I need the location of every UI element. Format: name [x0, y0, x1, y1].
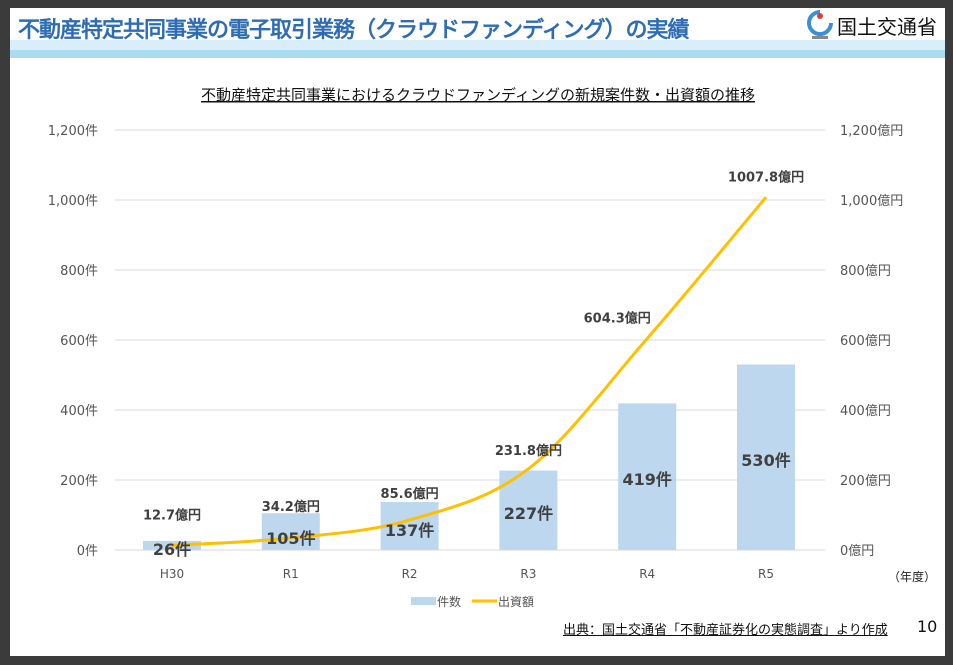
source-note: 出典：国土交通省「不動産証券化の実態調査」より作成: [563, 623, 888, 638]
bar: [737, 364, 795, 550]
right-tick-label: 400億円: [840, 403, 891, 419]
left-tick-label: 0件: [77, 544, 98, 559]
left-tick-label: 1,200件: [48, 124, 98, 139]
header-band: [10, 40, 945, 50]
line-label: 12.7億円: [143, 508, 201, 524]
bar: [261, 513, 320, 550]
left-tick-label: 200件: [60, 474, 98, 489]
x-tick-label: H30: [160, 567, 184, 581]
line-label: 231.8億円: [495, 443, 562, 459]
legend-swatch-bar: [411, 597, 436, 605]
mlit-emblem-icon: [807, 10, 833, 39]
right-tick-label: 200億円: [840, 473, 891, 489]
legend-label: 出資額: [498, 595, 534, 609]
x-tick-label: R4: [639, 567, 655, 581]
bar-label: 26件: [153, 540, 191, 559]
x-tick-label: R3: [520, 567, 536, 581]
bar: [618, 403, 677, 550]
header-band-lower: [10, 50, 945, 58]
left-tick-label: 600件: [60, 334, 98, 349]
legend-label: 件数: [437, 594, 461, 609]
page-number: 10: [917, 617, 938, 636]
x-unit-label: （年度）: [888, 569, 936, 584]
bar-label: 530件: [741, 451, 790, 470]
bar-label: 419件: [622, 470, 671, 489]
x-tick-label: R1: [283, 567, 299, 581]
x-tick-label: R2: [402, 567, 418, 581]
mlit-logo: 国土交通省: [805, 10, 939, 40]
left-tick-label: 1,000件: [48, 194, 98, 209]
right-tick-label: 1,000億円: [840, 193, 903, 209]
x-tick-label: R5: [758, 567, 774, 581]
page-title: 不動産特定共同事業の電子取引業務（クラウドファンディング）の実績: [18, 18, 689, 43]
line-label: 1007.8億円: [728, 169, 804, 185]
line-label: 604.3億円: [584, 310, 651, 326]
bar-label: 227件: [504, 504, 553, 523]
line-label: 85.6億円: [381, 486, 439, 502]
right-tick-label: 1,200億円: [840, 123, 903, 139]
right-tick-label: 600億円: [840, 333, 891, 349]
left-tick-label: 800件: [60, 264, 98, 279]
logo-text: 国土交通省: [837, 14, 937, 39]
bar-label: 137件: [385, 521, 434, 540]
bar-label: 105件: [266, 529, 315, 548]
chart-title: 不動産特定共同事業におけるクラウドファンディングの新規案件数・出資額の推移: [201, 86, 755, 104]
right-tick-label: 800億円: [840, 263, 891, 279]
left-tick-label: 400件: [60, 404, 98, 419]
line-label: 34.2億円: [262, 499, 320, 515]
right-tick-label: 0億円: [840, 543, 874, 559]
line-series: [171, 196, 768, 548]
